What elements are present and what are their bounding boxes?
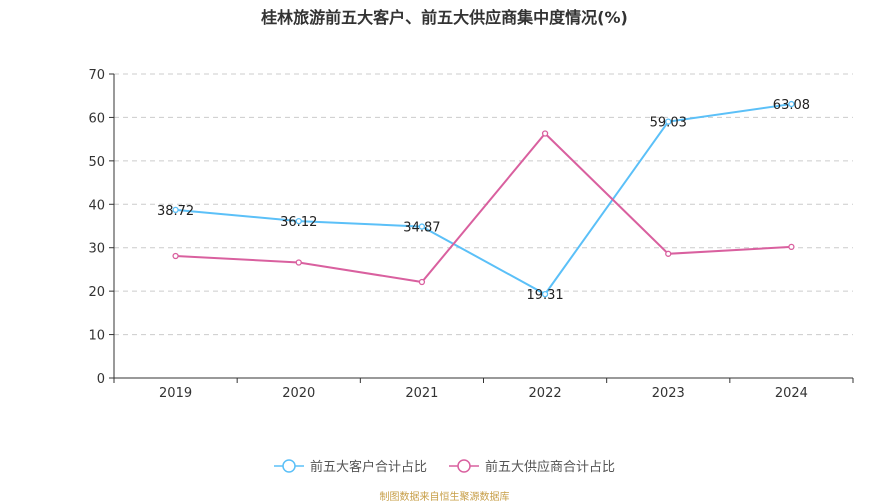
y-tick-label: 60 [88, 111, 105, 126]
data-point [418, 223, 426, 230]
legend-label: 前五大客户合计占比 [309, 460, 427, 475]
data-point [172, 252, 179, 260]
legend-item-2[interactable]: 前五大供应商合计占比 [449, 456, 615, 475]
data-point [172, 206, 179, 213]
legend-label: 前五大供应商合计占比 [485, 460, 616, 475]
y-tick-label: 50 [88, 155, 105, 170]
data-label: 59.03 [650, 116, 687, 131]
x-tick-label: 2020 [282, 386, 315, 401]
legend-item-1[interactable]: 前五大客户合计占比 [273, 456, 427, 475]
x-tick-label: 2023 [652, 386, 685, 401]
data-point [788, 100, 795, 108]
data-point [541, 130, 549, 137]
data-label: 38.72 [157, 204, 194, 219]
y-tick-label: 0 [97, 372, 105, 387]
x-tick-label: 2024 [775, 386, 808, 401]
y-tick-label: 10 [88, 329, 105, 344]
series-line-2 [175, 132, 792, 284]
data-point [788, 243, 795, 250]
x-tick-label: 2021 [405, 386, 438, 401]
data-point [295, 217, 302, 225]
legend-line-circle-icon [273, 458, 304, 473]
y-tick-label: 70 [88, 68, 105, 83]
chart-title: 桂林旅游前五大客户、前五大供应商集中度情况(%) [261, 8, 628, 27]
source-note: 制图数据来自恒生聚源数据库 [379, 492, 510, 503]
data-label: 34.87 [403, 221, 440, 236]
data-point [295, 259, 302, 266]
data-label: 19.31 [526, 288, 563, 303]
legend-line-circle-icon [449, 458, 479, 473]
series-line-1 [175, 103, 792, 296]
x-tick-label: 2022 [529, 386, 562, 401]
data-point [665, 118, 672, 125]
data-label: 36.12 [280, 215, 317, 230]
y-tick-label: 20 [88, 285, 105, 300]
data-point [665, 250, 672, 257]
y-tick-label: 30 [88, 242, 105, 257]
legend: 前五大客户合计占比 前五大供应商合计占比 [0, 456, 889, 475]
data-label: 63.08 [773, 98, 810, 113]
x-tick-label: 2019 [159, 386, 192, 401]
data-point [418, 278, 426, 286]
y-tick-label: 40 [88, 198, 105, 213]
data-point [541, 290, 549, 298]
